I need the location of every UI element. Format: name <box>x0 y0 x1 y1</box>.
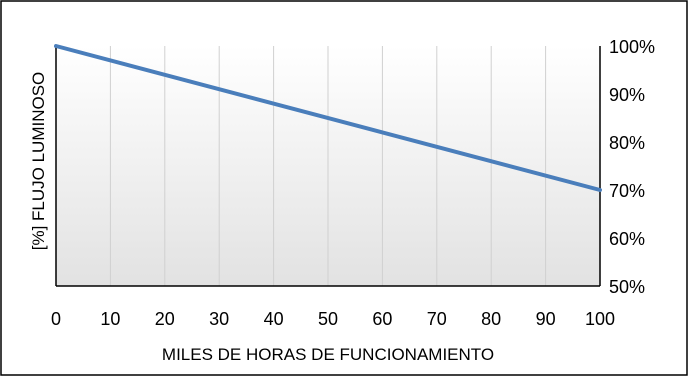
series-line <box>54 44 602 192</box>
y-tick-label: 80% <box>609 133 645 153</box>
x-tick-label: 70 <box>427 309 447 329</box>
x-tick-label: 40 <box>264 309 284 329</box>
x-tick-label: 90 <box>536 309 556 329</box>
y-tick-label: 70% <box>609 181 645 201</box>
x-tick-label: 80 <box>481 309 501 329</box>
y-axis-title: [%] FLUJO LUMINOSO <box>29 72 48 251</box>
series-group <box>54 44 602 192</box>
x-tick-label: 20 <box>155 309 175 329</box>
x-tick-label: 10 <box>100 309 120 329</box>
x-axis-title: MILES DE HORAS DE FUNCIONAMIENTO <box>162 345 494 364</box>
x-tick-label: 0 <box>51 309 61 329</box>
x-tick-label: 60 <box>372 309 392 329</box>
y-tick-labels: 50% 60% 70% 80% 90% 100% <box>609 37 655 297</box>
y-tick-label: 100% <box>609 37 655 57</box>
grid <box>109 46 547 286</box>
y-tick-label: 90% <box>609 85 645 105</box>
y-tick-label: 60% <box>609 229 645 249</box>
y-tick-label: 50% <box>609 277 645 297</box>
x-tick-label: 100 <box>585 309 615 329</box>
x-tick-label: 30 <box>209 309 229 329</box>
x-tick-labels: 0 10 20 30 40 50 60 70 80 90 100 <box>51 309 615 329</box>
x-tick-label: 50 <box>318 309 338 329</box>
